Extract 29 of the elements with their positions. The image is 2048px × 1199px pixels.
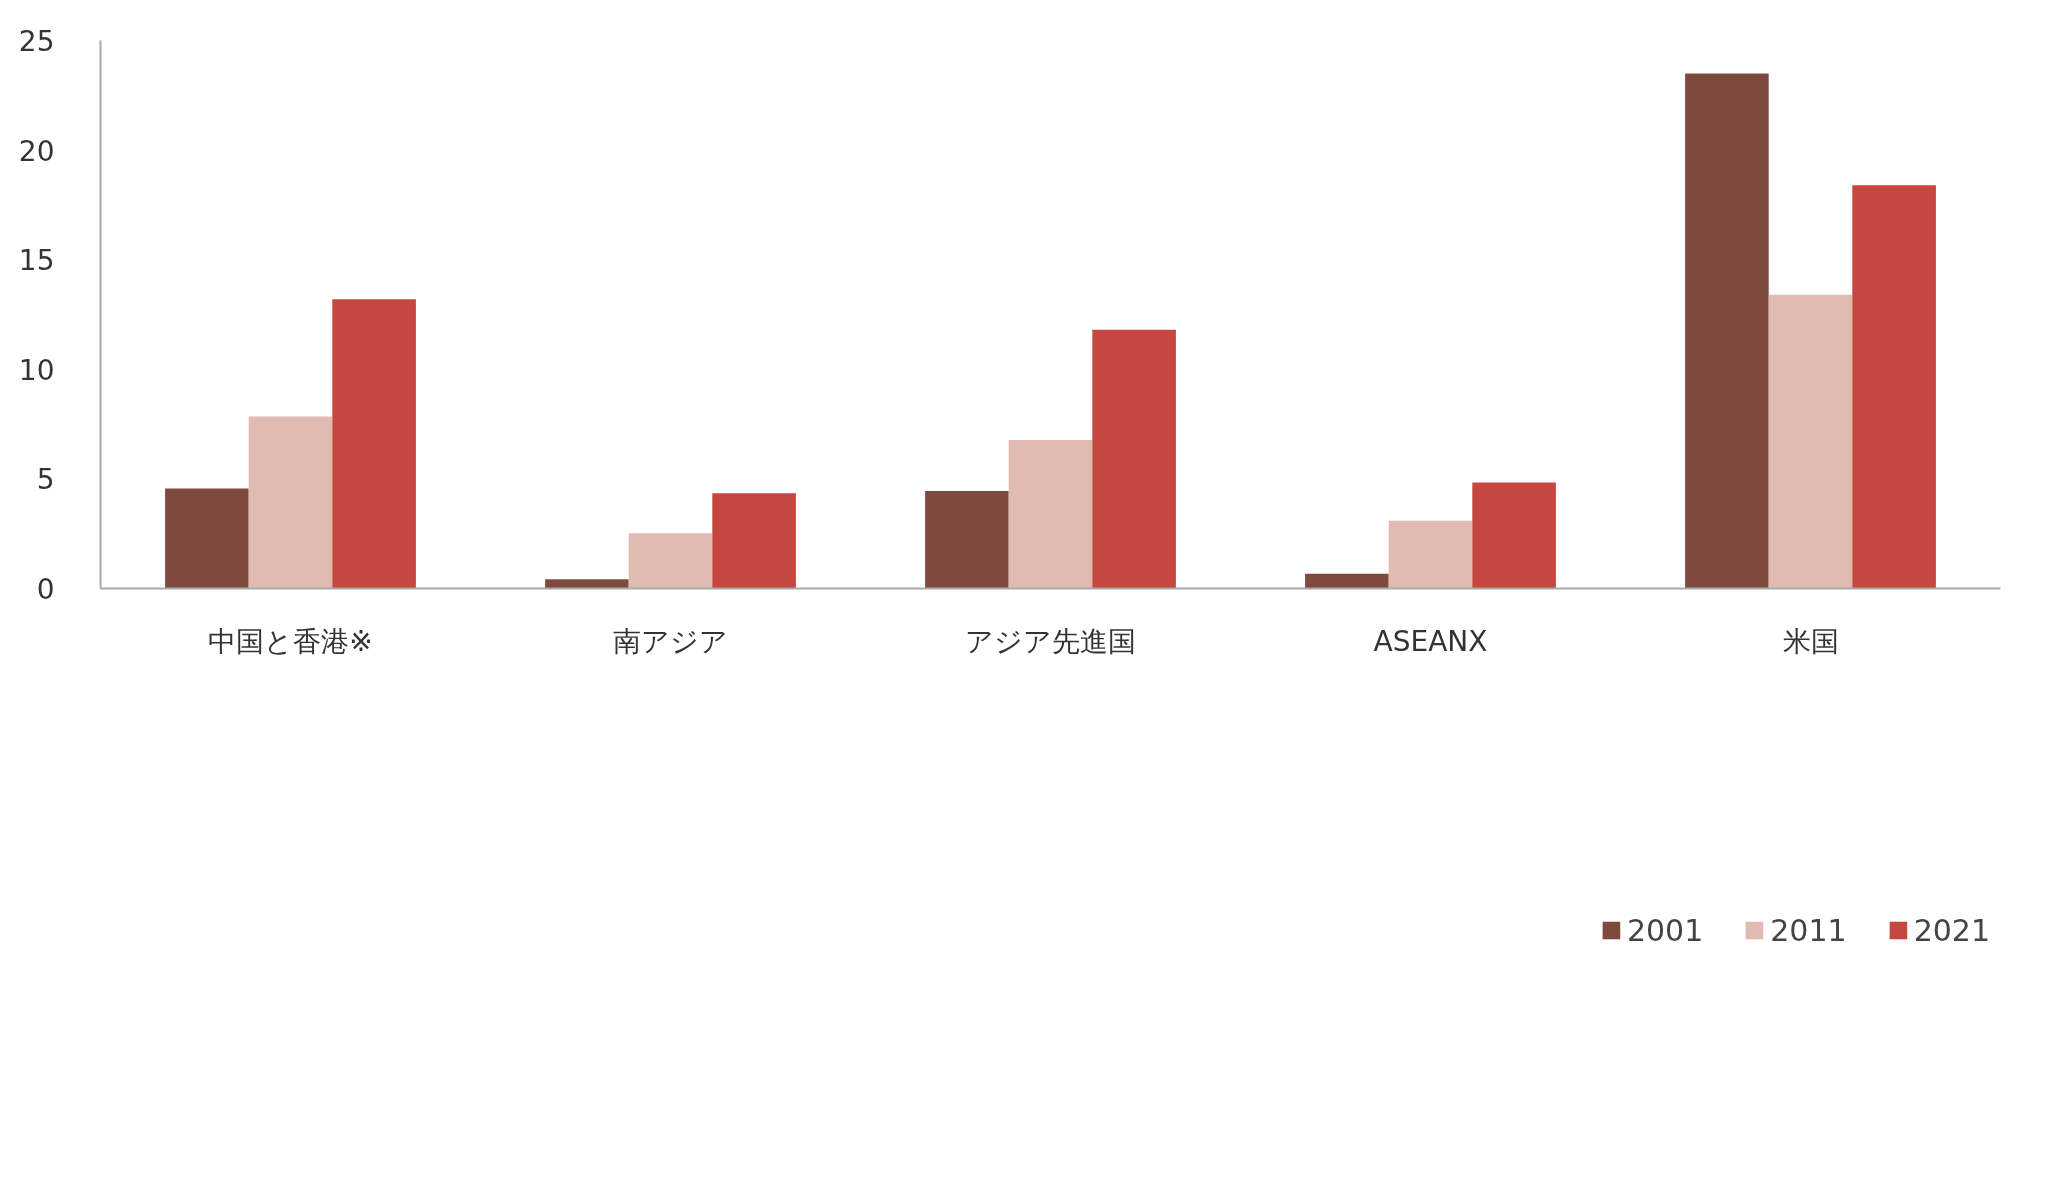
bar (332, 299, 416, 589)
bar (1388, 520, 1473, 589)
y-tick-label: 0 (36, 573, 55, 606)
bar (1852, 185, 1936, 589)
y-tick-label: 20 (18, 134, 55, 168)
bar (628, 533, 713, 589)
bar (712, 493, 796, 589)
x-tick-label: ASEANX (1373, 624, 1488, 658)
bar (545, 579, 629, 589)
bar (1305, 573, 1389, 589)
legend-label: 2011 (1770, 912, 1847, 948)
bar (165, 488, 249, 589)
x-tick-label: 米国 (1782, 624, 1839, 658)
x-tick-label: 中国と香港※ (208, 624, 373, 658)
x-tick-label: アジア先進国 (965, 624, 1136, 658)
bar (1472, 482, 1556, 589)
y-tick-label: 25 (18, 25, 55, 58)
y-tick-label: 5 (36, 463, 55, 497)
y-tick-label: 10 (18, 353, 55, 387)
y-tick-label: 15 (18, 244, 55, 278)
x-tick-label: 南アジア (613, 624, 728, 658)
bar (1092, 329, 1176, 589)
legend-label: 2021 (1913, 912, 1990, 948)
legend-label: 2001 (1626, 912, 1704, 948)
bar (1008, 440, 1093, 589)
bar (925, 490, 1009, 589)
bar (1768, 294, 1853, 589)
bar (1685, 73, 1769, 589)
bar (248, 416, 333, 589)
